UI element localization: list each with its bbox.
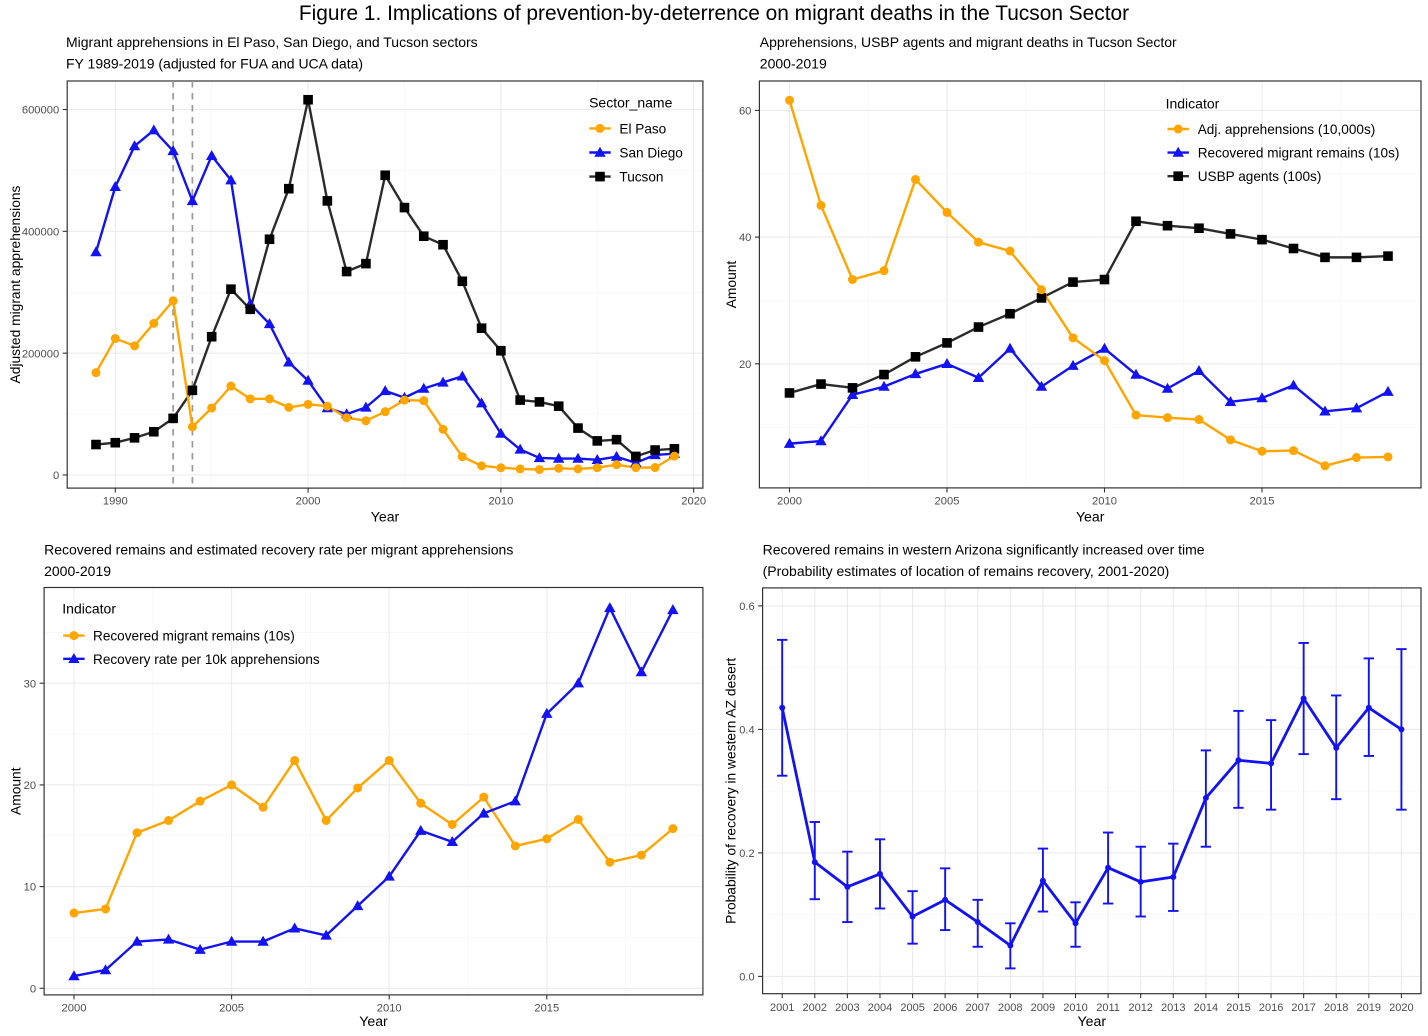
svg-text:2014: 2014 <box>1194 1002 1218 1014</box>
svg-text:2017: 2017 <box>1291 1002 1315 1014</box>
svg-text:Recovered remains and estimate: Recovered remains and estimated recovery… <box>44 541 513 557</box>
svg-text:2010: 2010 <box>1063 1002 1087 1014</box>
svg-text:20: 20 <box>24 780 36 792</box>
svg-text:2000-2019: 2000-2019 <box>760 55 827 71</box>
svg-text:2015: 2015 <box>1250 495 1275 507</box>
svg-text:2020: 2020 <box>1389 1002 1413 1014</box>
svg-text:10: 10 <box>24 882 36 894</box>
svg-text:2012: 2012 <box>1128 1002 1152 1014</box>
svg-text:2005: 2005 <box>900 1002 924 1014</box>
svg-text:San Diego: San Diego <box>619 146 682 161</box>
svg-text:0.4: 0.4 <box>739 725 754 737</box>
svg-text:20: 20 <box>739 359 751 371</box>
svg-text:Recovery rate per 10k apprehen: Recovery rate per 10k apprehensions <box>93 652 320 667</box>
svg-text:2005: 2005 <box>219 1002 244 1014</box>
svg-text:200000: 200000 <box>22 348 59 360</box>
svg-text:2002: 2002 <box>803 1002 827 1014</box>
svg-text:Amount: Amount <box>9 767 24 815</box>
svg-text:30: 30 <box>24 678 36 690</box>
svg-text:2001: 2001 <box>770 1002 794 1014</box>
svg-text:Indicator: Indicator <box>1166 96 1220 112</box>
svg-text:Probability of recovery in wes: Probability of recovery in western AZ de… <box>724 658 739 924</box>
svg-text:Recovered migrant remains (10s: Recovered migrant remains (10s) <box>93 629 295 644</box>
svg-text:0: 0 <box>53 470 59 482</box>
svg-text:400000: 400000 <box>22 226 59 238</box>
svg-text:2000: 2000 <box>62 1002 87 1014</box>
svg-text:Indicator: Indicator <box>62 601 116 617</box>
svg-text:2004: 2004 <box>868 1002 892 1014</box>
svg-text:Migrant apprehensions in El Pa: Migrant apprehensions in El Paso, San Di… <box>66 34 478 50</box>
svg-text:2016: 2016 <box>1259 1002 1283 1014</box>
svg-text:2010: 2010 <box>1092 495 1117 507</box>
svg-text:Apprehensions, USBP agents and: Apprehensions, USBP agents and migrant d… <box>760 34 1177 50</box>
svg-text:2007: 2007 <box>965 1002 989 1014</box>
svg-text:2019: 2019 <box>1357 1002 1381 1014</box>
svg-text:El Paso: El Paso <box>619 121 666 136</box>
svg-text:600000: 600000 <box>22 105 59 117</box>
svg-text:2000: 2000 <box>777 495 802 507</box>
svg-text:2015: 2015 <box>1226 1002 1250 1014</box>
svg-text:2015: 2015 <box>534 1002 559 1014</box>
svg-text:Figure 1. Implications of prev: Figure 1. Implications of prevention-by-… <box>299 2 1129 25</box>
svg-text:2008: 2008 <box>998 1002 1022 1014</box>
svg-text:USBP agents (100s): USBP agents (100s) <box>1198 169 1322 184</box>
svg-text:2000: 2000 <box>296 495 321 507</box>
svg-text:2013: 2013 <box>1161 1002 1185 1014</box>
svg-text:Adjusted migrant apprehensions: Adjusted migrant apprehensions <box>8 185 23 383</box>
svg-text:0.0: 0.0 <box>739 972 754 984</box>
svg-text:2006: 2006 <box>933 1002 957 1014</box>
svg-text:(Probability estimates of loca: (Probability estimates of location of re… <box>763 563 1170 579</box>
svg-text:2010: 2010 <box>488 495 513 507</box>
svg-text:2005: 2005 <box>935 495 960 507</box>
svg-text:Adj. apprehensions (10,000s): Adj. apprehensions (10,000s) <box>1198 122 1376 137</box>
svg-text:1990: 1990 <box>103 495 128 507</box>
svg-text:Year: Year <box>1078 1013 1107 1029</box>
svg-text:Recovered migrant remains (10s: Recovered migrant remains (10s) <box>1198 146 1400 161</box>
svg-text:2011: 2011 <box>1096 1002 1120 1014</box>
svg-text:2003: 2003 <box>835 1002 859 1014</box>
svg-text:Year: Year <box>371 509 400 525</box>
svg-text:0: 0 <box>30 983 36 995</box>
svg-text:0.2: 0.2 <box>739 848 754 860</box>
svg-text:2000-2019: 2000-2019 <box>44 563 111 579</box>
svg-text:40: 40 <box>739 232 751 244</box>
svg-text:2010: 2010 <box>377 1002 402 1014</box>
svg-text:2009: 2009 <box>1031 1002 1055 1014</box>
svg-text:Amount: Amount <box>724 261 739 309</box>
svg-text:0.6: 0.6 <box>739 601 754 613</box>
svg-text:2018: 2018 <box>1324 1002 1348 1014</box>
svg-text:FY 1989-2019 (adjusted for FUA: FY 1989-2019 (adjusted for FUA and UCA d… <box>66 55 363 71</box>
svg-text:2020: 2020 <box>681 495 706 507</box>
svg-text:Year: Year <box>1076 509 1105 525</box>
svg-text:Recovered remains in western A: Recovered remains in western Arizona sig… <box>763 541 1205 557</box>
svg-text:Tucson: Tucson <box>619 170 663 185</box>
svg-text:Sector_name: Sector_name <box>589 95 672 111</box>
svg-text:Year: Year <box>359 1013 388 1029</box>
svg-text:60: 60 <box>739 106 751 118</box>
